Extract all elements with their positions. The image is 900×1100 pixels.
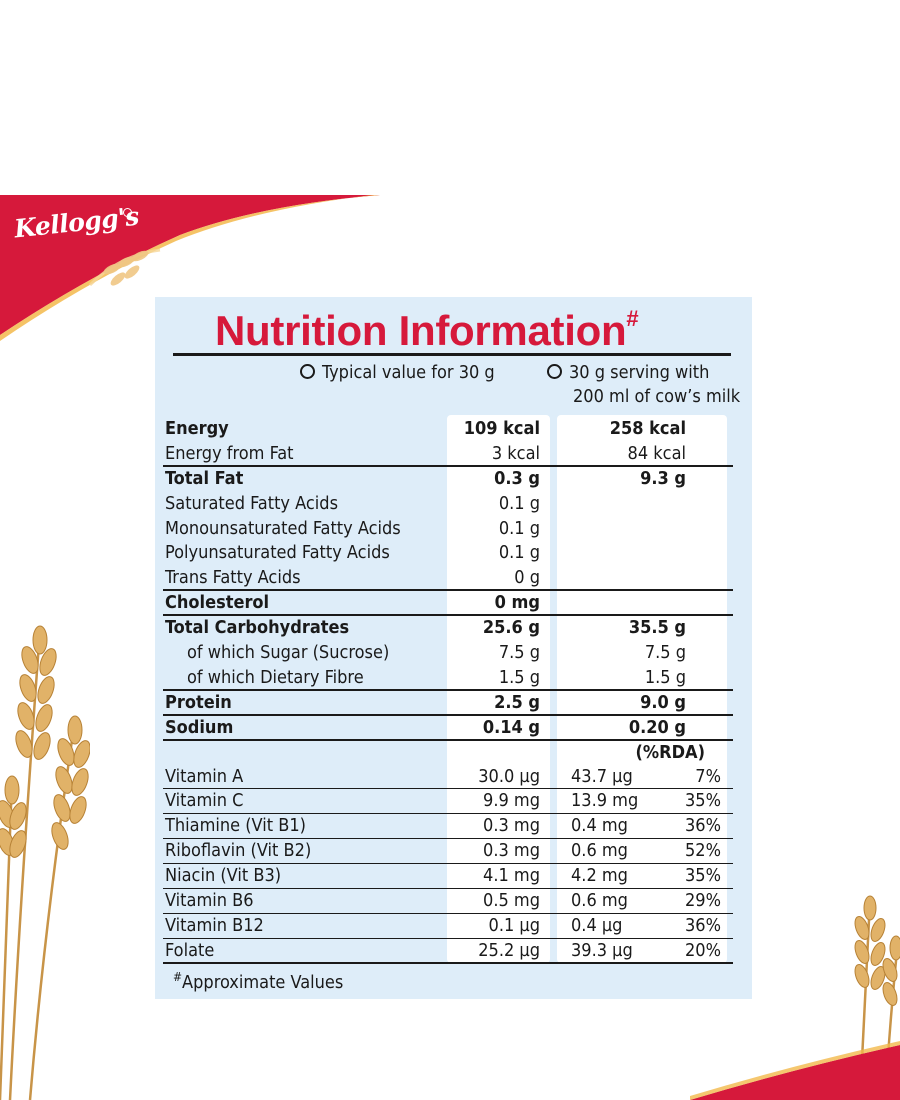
table-row-trans-fat: Trans Fatty Acids 0 g (163, 566, 733, 592)
title-divider (173, 353, 731, 356)
table-row-niacin: Niacin (Vit B3) 4.1 mg 4.2 mg 35% (163, 864, 733, 890)
rda-header-row: (%RDA) (163, 741, 733, 765)
column-header-30g: Typical value for 30 g (300, 361, 495, 385)
table-row-total-fat: Total Fat 0.3 g 9.3 g (165, 467, 686, 489)
footnote: #Approximate Values (173, 970, 344, 993)
table-row-vitamin-a: Vitamin A 30.0 µg 43.7 µg 7% (163, 765, 733, 790)
table-row-protein: Protein 2.5 g 9.0 g (163, 691, 733, 716)
brand-swoosh-bottom (690, 1041, 900, 1100)
table-row-thiamine: Thiamine (Vit B1) 0.3 mg 0.4 mg 36% (163, 814, 733, 840)
table-row-energy: Energy 109 kcal 258 kcal (165, 418, 686, 439)
brand-banner (0, 195, 380, 341)
table-row-total-carbohydrates: Total Carbohydrates 25.6 g 35.5 g (165, 617, 686, 639)
table-row-monounsaturated-fat: Monounsaturated Fatty Acids 0.1 g (165, 517, 540, 539)
wheat-right-decoration (854, 895, 900, 1100)
circle-icon (300, 364, 315, 379)
table-row-saturated-fat: Saturated Fatty Acids 0.1 g (165, 492, 540, 514)
table-row-sugar: of which Sugar (Sucrose) 7.5 g 7.5 g (187, 642, 686, 664)
column-header-with-milk: 30 g serving with 200 ml of cow’s milk (547, 361, 740, 409)
table-row-vitamin-c: Vitamin C 9.9 mg 13.9 mg 35% (163, 789, 733, 815)
table-row-energy-from-fat: Energy from Fat 3 kcal 84 kcal (163, 442, 733, 467)
table-row-dietary-fibre: of which Dietary Fibre 1.5 g 1.5 g (163, 666, 733, 691)
table-row-sodium: Sodium 0.14 g 0.20 g (163, 716, 733, 741)
table-row-cholesterol: Cholesterol 0 mg (163, 591, 733, 617)
circle-icon (547, 364, 562, 379)
panel-title: Nutrition Information# (215, 306, 639, 354)
table-row-riboflavin: Riboflavin (Vit B2) 0.3 mg 0.6 mg 52% (163, 839, 733, 865)
nutrition-panel: Nutrition Information# Typical value for… (155, 297, 752, 999)
title-footnote-mark: # (626, 306, 639, 331)
wheat-left-decoration (0, 625, 90, 1100)
registered-mark-icon (123, 208, 132, 217)
table-row-vitamin-b6: Vitamin B6 0.5 mg 0.6 mg 29% (163, 889, 733, 914)
table-row-vitamin-b12: Vitamin B12 0.1 µg 0.4 µg 36% (163, 914, 733, 939)
nutrition-table: Energy 109 kcal 258 kcal Energy from Fat 3 … (163, 417, 733, 964)
table-row-folate: Folate 25.2 µg 39.3 µg 20% (163, 939, 733, 964)
rda-header: (%RDA) (635, 741, 705, 763)
table-row-polyunsaturated-fat: Polyunsaturated Fatty Acids 0.1 g (165, 542, 540, 564)
footnote-mark: # (173, 970, 183, 984)
